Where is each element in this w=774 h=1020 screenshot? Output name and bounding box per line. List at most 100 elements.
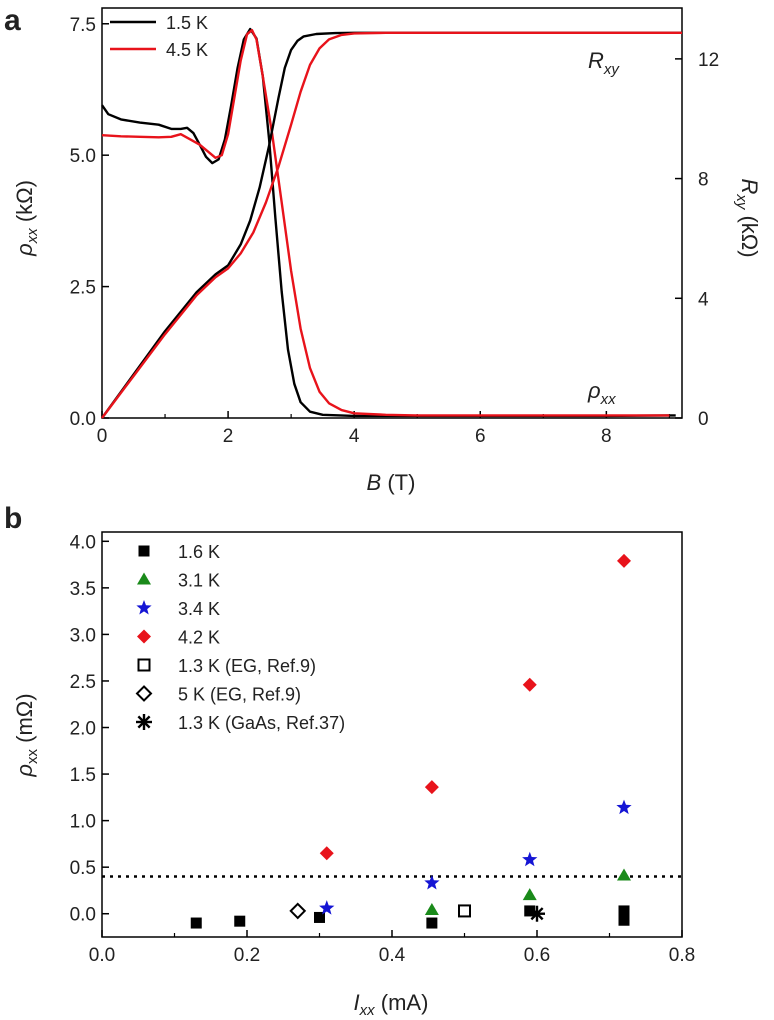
panel-a-xlabel-var: B bbox=[367, 470, 382, 495]
point-1-6-k bbox=[618, 914, 630, 926]
point-1-3-k-eg-ref-9 bbox=[458, 904, 471, 918]
panel-a-right-y-tick-label: 8 bbox=[698, 170, 709, 191]
panel-a-ticks: 0 2 4 6 8 0.0 2.5 5.0 7.5 0 4 8 12 bbox=[70, 15, 720, 447]
panel-a-right-y-tick-label: 0 bbox=[698, 409, 709, 430]
point-1-3-k-gaas-ref-37 bbox=[529, 905, 545, 922]
asterisk-stroke bbox=[137, 715, 151, 729]
point-3-4-k bbox=[319, 900, 335, 915]
point-1-6-k bbox=[234, 915, 246, 927]
panel-a-x-axis-label: B (T) bbox=[367, 470, 416, 495]
legend-label-4-5k: 4.5 K bbox=[166, 40, 208, 60]
panel-b-y-tick-label: 0.5 bbox=[70, 858, 96, 879]
panel-b-x-tick-label: 0.0 bbox=[89, 945, 115, 966]
curve-4-5-k bbox=[101, 28, 670, 417]
panel-b-y-tick-label: 1.0 bbox=[70, 812, 96, 833]
panel-a-left-y-tick-label: 0.0 bbox=[70, 409, 96, 430]
panel-a-ylabel-right-unit: (kΩ) bbox=[737, 209, 762, 257]
panel-b-x-tick-label: 0.4 bbox=[379, 945, 406, 966]
panel-b-xlabel-sub: xx bbox=[359, 1002, 376, 1019]
panel-b-y-tick-label: 4.0 bbox=[70, 532, 96, 553]
panel-b: b 0.0 0.2 0.4 0.6 0.8 0.0 0.5 1.0 1.5 2.0 2.5 3.0 3.… bbox=[4, 502, 695, 1019]
legend-marker-1-3-k-eg-ref-9 bbox=[137, 658, 151, 672]
panel-a-left-y-tick-label: 5.0 bbox=[70, 146, 96, 167]
panel-b-legend: 1.6 K 3.1 K 3.4 K 4.2 K 1.3 K (EG, Ref.9) 5 K… bbox=[135, 542, 345, 733]
panel-a-legend: 1.5 K 4.5 K bbox=[110, 13, 208, 60]
panel-b-x-tick-label: 0.6 bbox=[524, 945, 550, 966]
panel-b-xlabel-var: I bbox=[354, 990, 360, 1015]
curve-rxy-1-5-k bbox=[101, 31, 682, 419]
rhoxx-annotation: ρxx bbox=[587, 378, 616, 408]
panel-b-y-tick-label: 2.0 bbox=[70, 719, 96, 740]
legend-label-1-3-k-gaas-ref-37: 1.3 K (GaAs, Ref.37) bbox=[178, 713, 345, 733]
legend-label-1-6-k: 1.6 K bbox=[178, 542, 220, 562]
panel-a-left-y-tick-label: 7.5 bbox=[70, 15, 96, 36]
panel-a-right-y-tick-label: 12 bbox=[698, 50, 719, 71]
point-3-1-k bbox=[522, 888, 537, 901]
point-3-4-k bbox=[522, 851, 538, 867]
panel-b-y-tick-label: 0.0 bbox=[70, 905, 96, 926]
panel-a-ylabel-left-var: ρ bbox=[12, 243, 37, 257]
point-3-4-k bbox=[424, 875, 440, 890]
panel-b-points bbox=[190, 553, 632, 929]
point-1-6-k bbox=[618, 905, 630, 917]
panel-a-right-y-tick-label: 4 bbox=[698, 289, 709, 310]
panel-b-x-tick-label: 0.2 bbox=[234, 945, 260, 966]
panel-a-x-tick-label: 0 bbox=[97, 426, 108, 447]
panel-a-ylabel-left-unit: (kΩ) bbox=[12, 180, 37, 228]
point-1-6-k bbox=[190, 917, 202, 929]
point-1-6-k bbox=[314, 911, 325, 923]
panel-b-y-tick-label: 2.5 bbox=[70, 672, 96, 693]
panel-a-x-tick-label: 2 bbox=[223, 426, 234, 447]
panel-b-y-tick-label: 3.0 bbox=[70, 625, 96, 646]
point-5-k-eg-ref-9 bbox=[289, 902, 307, 920]
rxy-annotation-var: R bbox=[588, 48, 604, 73]
panel-b-ylabel-unit: (mΩ) bbox=[12, 693, 37, 749]
rxy-annotation-sub: xy bbox=[603, 61, 621, 78]
point-3-4-k bbox=[616, 799, 632, 815]
panel-a-x-tick-label: 6 bbox=[475, 426, 486, 447]
panel-b-y-tick-label: 1.5 bbox=[70, 765, 96, 786]
panel-a-x-tick-label: 4 bbox=[349, 426, 360, 447]
panel-a-ylabel-right-sub: xy bbox=[733, 193, 750, 211]
panel-a-right-y-axis-label: Rxy (kΩ) bbox=[733, 178, 762, 257]
curve-1-5-k bbox=[101, 27, 676, 418]
panel-b-y-axis-label: ρxx (mΩ) bbox=[12, 693, 41, 777]
rhoxx-annotation-var: ρ bbox=[587, 378, 601, 403]
panel-a-ylabel-right-var: R bbox=[737, 178, 762, 194]
legend-marker-1-3-k-gaas-ref-37 bbox=[136, 714, 152, 730]
point-4-2-k bbox=[617, 553, 631, 568]
curve-rxy-4-5-k bbox=[101, 31, 682, 419]
panel-b-x-tick-label: 0.8 bbox=[669, 945, 695, 966]
panel-b-ylabel-var: ρ bbox=[12, 764, 37, 778]
legend-marker-5-k-eg-ref-9 bbox=[135, 685, 153, 702]
panel-a-x-tick-label: 8 bbox=[601, 426, 612, 447]
legend-label-3-4-k: 3.4 K bbox=[178, 599, 220, 619]
point-3-1-k bbox=[617, 868, 631, 881]
panel-b-ylabel-sub: xx bbox=[24, 748, 41, 764]
panel-a-frame bbox=[101, 7, 683, 419]
panel-a-left-y-tick-label: 2.5 bbox=[70, 278, 96, 299]
rxy-annotation: Rxy bbox=[588, 48, 620, 78]
rhoxx-annotation-sub: xx bbox=[600, 391, 617, 408]
panel-b-xlabel-unit: (mA) bbox=[375, 990, 429, 1015]
panel-b-y-tick-label: 3.5 bbox=[70, 579, 96, 600]
panel-a-xlabel-unit: (T) bbox=[381, 470, 415, 495]
point-4-2-k bbox=[522, 677, 537, 692]
panel-a-ylabel-left-sub: xx bbox=[24, 228, 41, 245]
legend-marker-1-6-k bbox=[138, 545, 150, 557]
legend-label-1-5k: 1.5 K bbox=[166, 13, 208, 33]
panel-b-ticks: 0.0 0.2 0.4 0.6 0.8 0.0 0.5 1.0 1.5 2.0 2.5 3.0 3.5 4… bbox=[70, 532, 696, 966]
point-4-2-k bbox=[319, 846, 334, 861]
legend-marker-3-1-k bbox=[137, 572, 151, 585]
legend-label-3-1-k: 3.1 K bbox=[178, 571, 220, 591]
legend-label-4-2-k: 4.2 K bbox=[178, 628, 220, 648]
panel-a-left-y-axis-label: ρxx (kΩ) bbox=[12, 180, 41, 257]
asterisk-stroke bbox=[530, 907, 544, 921]
legend-label-5-k-eg-ref-9: 5 K (EG, Ref.9) bbox=[178, 685, 301, 705]
legend-marker-4-2-k bbox=[137, 629, 151, 644]
legend-label-1-3-k-eg-ref-9: 1.3 K (EG, Ref.9) bbox=[178, 656, 316, 676]
point-3-1-k bbox=[424, 903, 439, 915]
point-1-6-k bbox=[524, 905, 536, 917]
